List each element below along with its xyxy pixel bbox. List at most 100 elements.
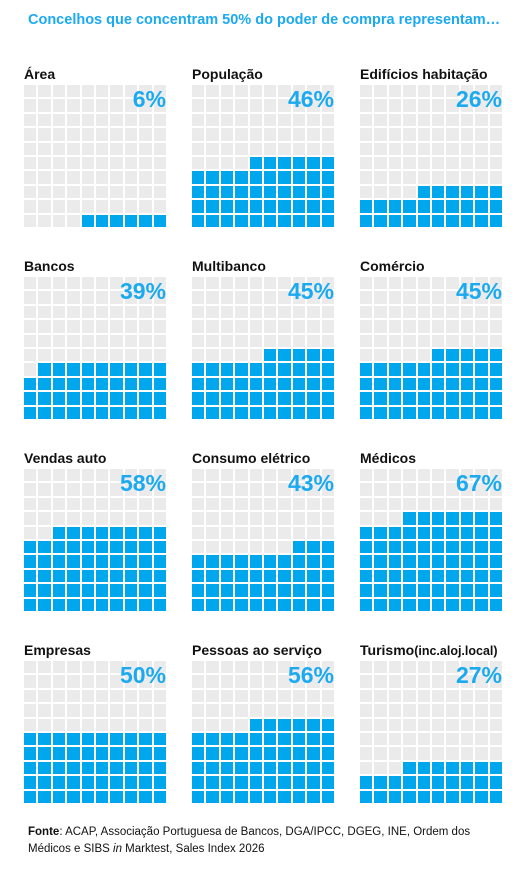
waffle-cell-empty bbox=[374, 113, 387, 127]
waffle-cell-filled bbox=[81, 747, 94, 760]
waffle-cell-filled bbox=[95, 790, 109, 803]
waffle-cell-filled bbox=[374, 540, 387, 554]
waffle-cell-empty bbox=[95, 689, 109, 703]
waffle-cell-empty bbox=[110, 171, 123, 184]
waffle-cell-filled bbox=[220, 569, 234, 583]
waffle-cell-empty bbox=[24, 718, 37, 731]
waffle-cell-empty bbox=[292, 526, 306, 539]
waffle-cell-empty bbox=[460, 305, 474, 319]
waffle-cell-filled bbox=[192, 776, 205, 789]
waffle-cell-filled bbox=[321, 584, 334, 597]
waffle-cell-empty bbox=[374, 718, 387, 731]
waffle-cell-empty bbox=[403, 142, 416, 155]
waffle-cell-empty bbox=[95, 185, 109, 199]
waffle-cell-empty bbox=[307, 99, 320, 112]
waffle-cell-empty bbox=[206, 277, 219, 290]
waffle-cell-filled bbox=[431, 555, 445, 568]
waffle-cell-empty bbox=[403, 334, 416, 347]
waffle-cell-empty bbox=[249, 675, 262, 688]
waffle-cell-filled bbox=[38, 761, 51, 775]
waffle-cell-empty bbox=[292, 320, 306, 333]
panel-label-text: Pessoas ao serviço bbox=[192, 642, 322, 658]
waffle-cell-empty bbox=[95, 512, 109, 525]
waffle-cell-empty bbox=[460, 320, 474, 333]
waffle-cell-filled bbox=[263, 569, 277, 583]
waffle-cell-filled bbox=[460, 598, 474, 611]
waffle-cell-filled bbox=[417, 526, 430, 539]
waffle-cell-filled bbox=[249, 185, 262, 199]
waffle-cell-filled bbox=[460, 392, 474, 405]
waffle-cell-filled bbox=[110, 392, 123, 405]
waffle-cell-empty bbox=[192, 469, 205, 482]
waffle-cell-empty bbox=[388, 689, 402, 703]
waffle-cell-empty bbox=[52, 483, 66, 496]
waffle-cell-filled bbox=[249, 732, 262, 746]
waffle-cell-empty bbox=[489, 291, 502, 304]
waffle-cell-empty bbox=[192, 483, 205, 496]
waffle-cell-empty bbox=[52, 348, 66, 362]
waffle-cell-empty bbox=[388, 291, 402, 304]
waffle-cell-filled bbox=[403, 512, 416, 525]
waffle-cell-filled bbox=[278, 406, 291, 419]
waffle-cell-empty bbox=[374, 305, 387, 319]
waffle-cell-empty bbox=[95, 320, 109, 333]
waffle-cell-filled bbox=[124, 761, 138, 775]
waffle-cell-empty bbox=[278, 334, 291, 347]
waffle-cell-empty bbox=[446, 305, 459, 319]
waffle-cell-empty bbox=[360, 320, 373, 333]
waffle-cell-filled bbox=[206, 200, 219, 213]
panel-label: Consumo elétrico bbox=[192, 450, 310, 466]
waffle-cell-filled bbox=[321, 540, 334, 554]
waffle-cell-filled bbox=[52, 526, 66, 539]
waffle-cell-filled bbox=[67, 732, 80, 746]
waffle-cell-filled bbox=[95, 732, 109, 746]
waffle-cell-empty bbox=[67, 156, 80, 170]
waffle-cell-filled bbox=[278, 790, 291, 803]
waffle-cell-empty bbox=[110, 661, 123, 674]
waffle-cell-empty bbox=[206, 540, 219, 554]
waffle-cell-filled bbox=[446, 555, 459, 568]
waffle-cell-empty bbox=[38, 277, 51, 290]
waffle-cell-empty bbox=[81, 512, 94, 525]
waffle-cell-empty bbox=[292, 661, 306, 674]
waffle-cell-empty bbox=[374, 348, 387, 362]
waffle-cell-empty bbox=[81, 320, 94, 333]
waffle-cell-filled bbox=[292, 156, 306, 170]
waffle-cell-empty bbox=[321, 469, 334, 482]
waffle-cell-empty bbox=[360, 128, 373, 141]
waffle-cell-filled bbox=[110, 555, 123, 568]
waffle-cell-empty bbox=[374, 689, 387, 703]
waffle-cell-empty bbox=[489, 171, 502, 184]
waffle-cell-empty bbox=[417, 320, 430, 333]
waffle-cell-filled bbox=[489, 363, 502, 376]
waffle-cell-filled bbox=[431, 540, 445, 554]
waffle-cell-empty bbox=[110, 85, 123, 98]
waffle-cell-empty bbox=[220, 540, 234, 554]
waffle-cell-empty bbox=[38, 85, 51, 98]
waffle-cell-filled bbox=[81, 776, 94, 789]
waffle-cell-empty bbox=[139, 99, 152, 112]
waffle-cell-empty bbox=[24, 661, 37, 674]
waffle-cell-empty bbox=[360, 185, 373, 199]
waffle-cell-filled bbox=[278, 377, 291, 391]
waffle-cell-filled bbox=[292, 171, 306, 184]
waffle-cell-filled bbox=[417, 569, 430, 583]
waffle-cell-filled bbox=[431, 526, 445, 539]
waffle-cell-filled bbox=[110, 406, 123, 419]
waffle-cell-filled bbox=[192, 171, 205, 184]
waffle-cell-filled bbox=[235, 598, 248, 611]
waffle-cell-filled bbox=[388, 776, 402, 789]
waffle-cell-filled bbox=[475, 569, 488, 583]
waffle-cell-empty bbox=[292, 277, 306, 290]
waffle-cell-empty bbox=[475, 483, 488, 496]
waffle-cell-empty bbox=[38, 99, 51, 112]
waffle-cell-empty bbox=[431, 334, 445, 347]
waffle-cell-empty bbox=[388, 661, 402, 674]
waffle-cell-empty bbox=[489, 113, 502, 127]
panel-label: Turismo(inc.aloj.local) bbox=[360, 642, 498, 658]
waffle-grid bbox=[360, 85, 502, 227]
waffle-cell-filled bbox=[307, 732, 320, 746]
waffle-cell-empty bbox=[110, 185, 123, 199]
panel-label: Área bbox=[24, 66, 55, 82]
waffle-cell-empty bbox=[81, 156, 94, 170]
